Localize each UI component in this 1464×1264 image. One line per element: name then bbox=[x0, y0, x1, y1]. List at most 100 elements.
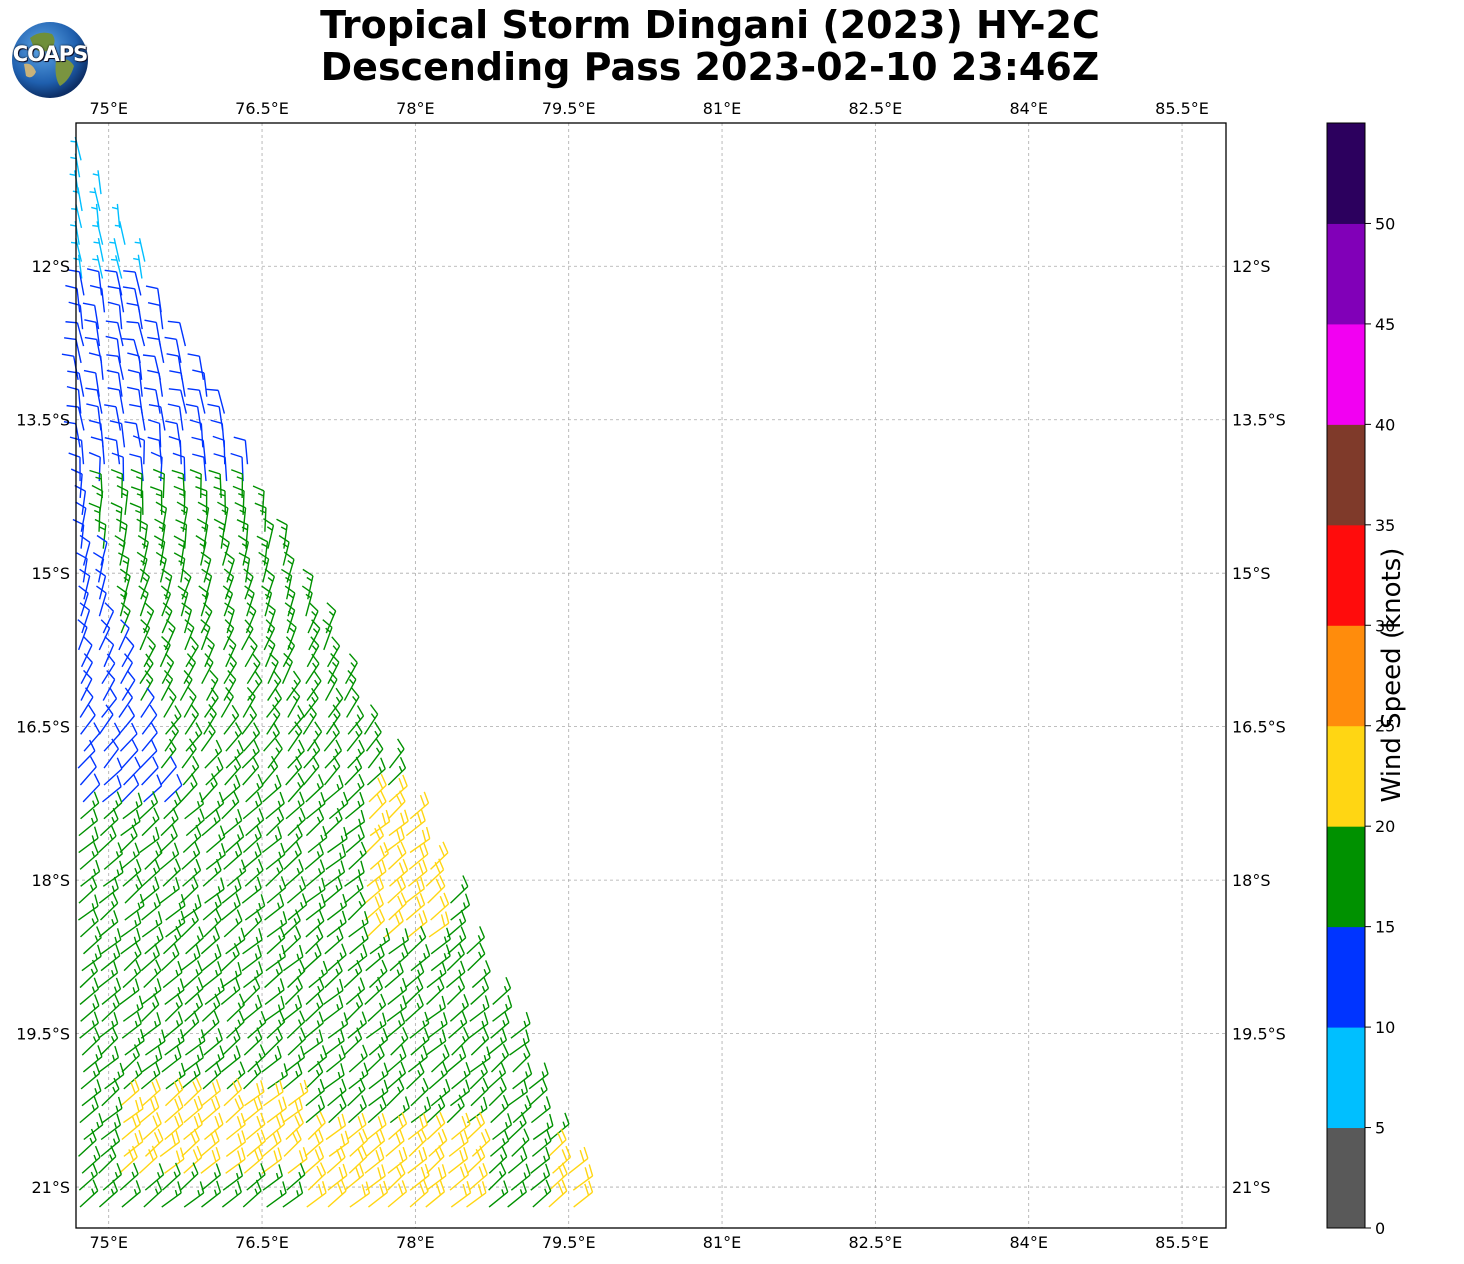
wind-barb bbox=[285, 756, 303, 786]
colorbar-bin bbox=[1327, 926, 1365, 1028]
wind-barb bbox=[183, 686, 197, 718]
wind-barb bbox=[388, 774, 408, 803]
wind-barb bbox=[80, 1061, 101, 1090]
wind-barb bbox=[304, 1129, 324, 1157]
colorbar-tick-label: 5 bbox=[1375, 1119, 1385, 1138]
wind-barb bbox=[343, 1027, 363, 1056]
wind-barb bbox=[308, 960, 329, 989]
wind-barb bbox=[386, 995, 407, 1022]
wind-barb bbox=[122, 959, 142, 989]
wind-barb bbox=[282, 909, 301, 938]
lon-tick-label: 75°E bbox=[89, 99, 127, 118]
wind-barb bbox=[242, 976, 261, 1005]
wind-barb bbox=[65, 284, 81, 313]
wind-barb bbox=[550, 1112, 570, 1141]
title-line-2: Descending Pass 2023-02-10 23:46Z bbox=[320, 45, 1100, 89]
wind-barb bbox=[78, 875, 98, 904]
lon-tick-label: 82.5°E bbox=[849, 99, 903, 118]
wind-barb bbox=[349, 1128, 369, 1157]
wind-barb bbox=[364, 1146, 385, 1174]
wind-barb bbox=[236, 519, 249, 549]
lat-tick-label: 13.5°S bbox=[16, 411, 70, 430]
wind-barb bbox=[306, 1181, 327, 1208]
wind-barb bbox=[246, 1129, 267, 1157]
colorbar-bin bbox=[1327, 424, 1365, 526]
wind-barb bbox=[123, 270, 142, 296]
wind-barb bbox=[246, 653, 261, 685]
wind-barb bbox=[386, 1061, 407, 1090]
wind-barb bbox=[308, 619, 321, 651]
wind-barb bbox=[387, 1146, 408, 1174]
wind-barb bbox=[185, 403, 202, 431]
lat-ticks-left: 12°S 13.5°S 15°S 16.5°S 18°S 19.5°S 21°S bbox=[16, 257, 70, 1197]
wind-barb bbox=[469, 995, 490, 1022]
wind-barb bbox=[124, 421, 142, 448]
colorbar-bin bbox=[1327, 725, 1365, 827]
wind-barb bbox=[154, 518, 166, 549]
wind-barb bbox=[388, 928, 410, 955]
wind-barb bbox=[512, 1062, 533, 1090]
wind-barb bbox=[262, 774, 282, 803]
wind-barb bbox=[201, 1163, 222, 1191]
wind-barb bbox=[85, 387, 103, 414]
wind-barb bbox=[120, 809, 141, 837]
wind-barb bbox=[189, 469, 202, 498]
wind-barb bbox=[467, 942, 486, 972]
lon-tick-label: 85.5°E bbox=[1155, 99, 1209, 118]
wind-barb bbox=[431, 1044, 450, 1073]
wind-barb bbox=[185, 722, 203, 752]
wind-barb bbox=[165, 910, 186, 938]
wind-barb bbox=[204, 739, 223, 769]
wind-barb bbox=[106, 369, 123, 397]
wind-barb bbox=[528, 1078, 548, 1107]
wind-barb bbox=[95, 568, 107, 600]
wind-barb bbox=[176, 501, 189, 532]
wind-barb bbox=[404, 976, 424, 1005]
wind-barb bbox=[78, 808, 99, 837]
wind-barb bbox=[326, 1045, 346, 1073]
wind-barb bbox=[141, 893, 161, 921]
wind-barb bbox=[129, 403, 146, 431]
lon-tick-label: 79.5°E bbox=[542, 1233, 596, 1252]
wind-barb bbox=[426, 1111, 446, 1141]
wind-barb bbox=[366, 1113, 387, 1141]
wind-barb bbox=[119, 824, 138, 854]
wind-barb bbox=[164, 1112, 184, 1141]
wind-barb bbox=[470, 1027, 490, 1056]
wind-barb bbox=[100, 944, 121, 972]
wind-barb bbox=[204, 877, 225, 904]
wind-barb bbox=[92, 551, 105, 583]
wind-barb bbox=[323, 995, 344, 1022]
wind-barb bbox=[410, 1027, 430, 1056]
wind-barb bbox=[366, 757, 386, 786]
wind-barb bbox=[221, 942, 240, 972]
wind-barb bbox=[98, 961, 119, 989]
wind-barb bbox=[242, 928, 263, 955]
wind-barb bbox=[284, 1045, 306, 1073]
wind-barb bbox=[159, 824, 178, 854]
wind-barb bbox=[404, 960, 425, 989]
wind-barb bbox=[347, 891, 366, 921]
wind-barb bbox=[201, 653, 214, 685]
wind-barb bbox=[510, 1011, 531, 1039]
map-title: Tropical Storm Dingani (2023) HY-2C Desc… bbox=[160, 4, 1260, 88]
wind-barb bbox=[183, 1095, 203, 1124]
wind-barb bbox=[202, 892, 222, 921]
wind-barb bbox=[287, 721, 303, 752]
wind-barb bbox=[265, 1112, 286, 1141]
wind-barb bbox=[101, 977, 122, 1005]
wind-barb bbox=[130, 468, 143, 499]
wind-barb bbox=[425, 858, 445, 887]
wind-barb bbox=[180, 944, 201, 972]
wind-barb bbox=[548, 1128, 567, 1157]
wind-barb bbox=[368, 773, 387, 803]
wind-barb bbox=[243, 568, 254, 600]
wind-barb bbox=[205, 825, 226, 854]
wind-barb bbox=[139, 1095, 160, 1124]
wind-barb bbox=[261, 755, 279, 786]
wind-barb bbox=[202, 1061, 222, 1090]
wind-barb bbox=[305, 1095, 326, 1124]
wind-barb bbox=[267, 670, 282, 701]
wind-barb bbox=[238, 552, 251, 583]
lat-tick-label: 16.5°S bbox=[1232, 718, 1286, 737]
